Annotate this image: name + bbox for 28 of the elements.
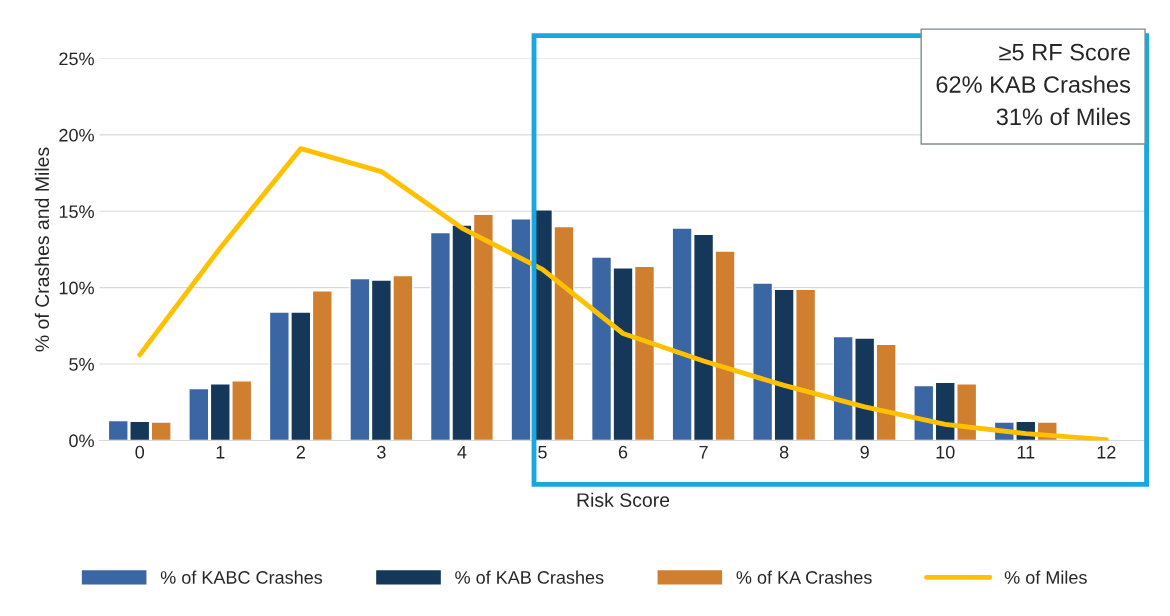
bar — [510, 218, 532, 441]
y-axis-title: % of Crashes and Miles — [34, 147, 50, 352]
x-tick-label: 11 — [1017, 445, 1035, 459]
x-tick-label: 2 — [296, 445, 305, 459]
x-tick-label: 10 — [936, 445, 955, 459]
x-tick-label: 1 — [216, 445, 225, 459]
line-series — [137, 146, 1109, 441]
x-tick-label: 12 — [1097, 445, 1116, 459]
x-tick-label: 3 — [377, 445, 386, 459]
x-tick-label: 0 — [135, 445, 145, 459]
x-axis-title: Risk Score — [577, 492, 670, 507]
y-tick-label: 5% — [69, 358, 94, 371]
annotation: ≥5 RF Score 62% KAB Crashes 31% of Miles — [936, 43, 1131, 126]
y-tick-label: 20% — [59, 128, 94, 142]
x-tick-label: 7 — [699, 445, 708, 459]
x-tick-label: 6 — [618, 445, 628, 459]
y-tick-label: 15% — [59, 205, 94, 219]
legend-label: % of Miles — [1004, 570, 1087, 584]
legend-label: % of KAB Crashes — [455, 570, 604, 584]
x-tick-label: 5 — [538, 445, 547, 459]
y-tick-label: 10% — [59, 281, 94, 295]
legend-label: % of KABC Crashes — [160, 570, 323, 584]
y-tick-label: 0% — [69, 434, 94, 448]
x-tick-label: 9 — [860, 445, 869, 459]
x-tick-label: 4 — [457, 445, 467, 459]
x-tick-label: 8 — [779, 445, 789, 459]
legend-label: % of KA Crashes — [736, 570, 872, 584]
y-tick-label: 25% — [59, 52, 94, 66]
